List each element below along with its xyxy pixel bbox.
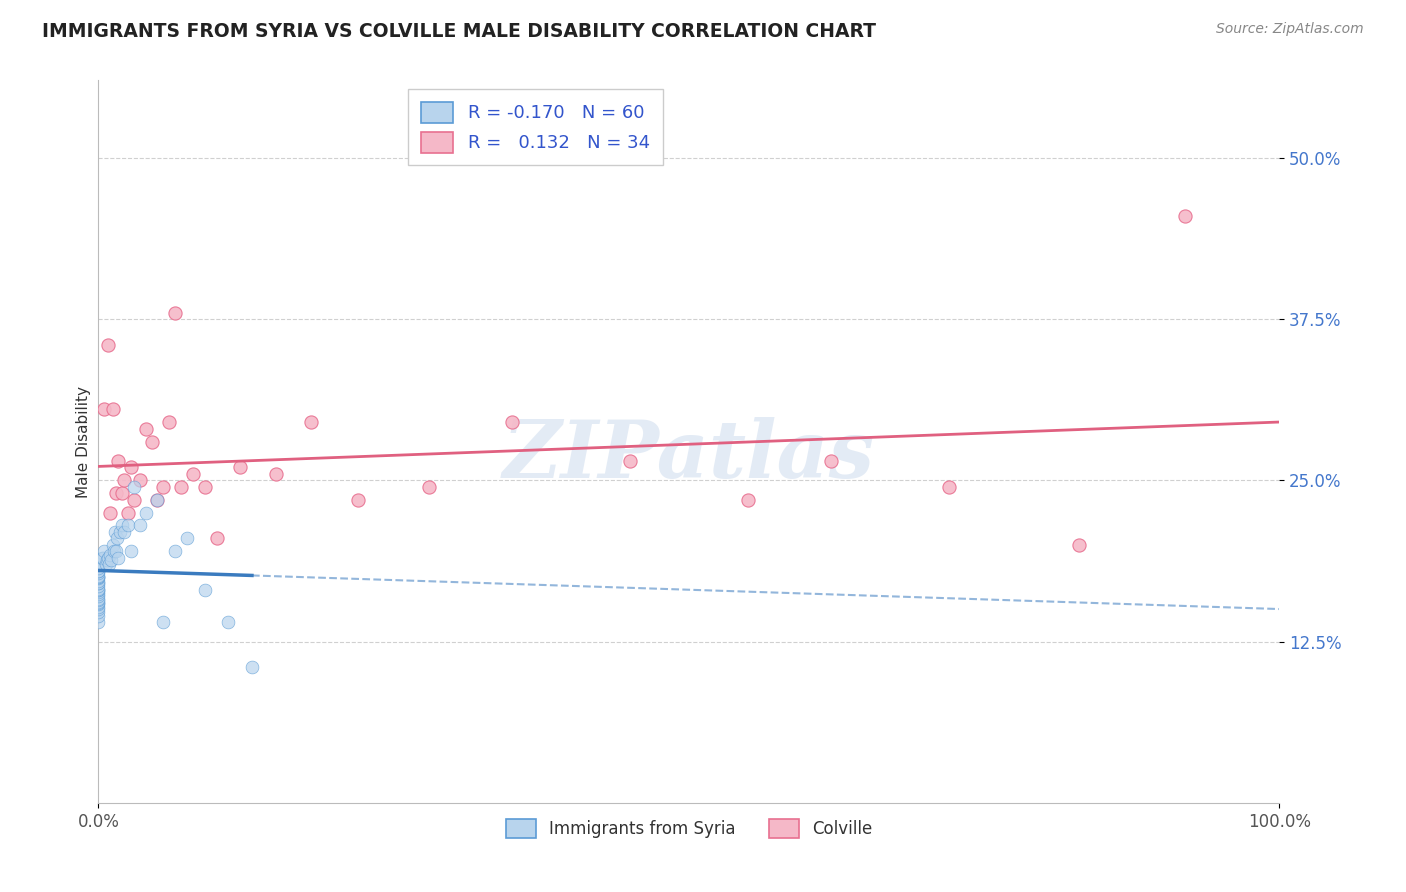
Point [135,506,157,520]
Point [87,579,110,593]
Point [111,486,134,500]
Point [112,473,135,487]
Point [146,492,169,507]
Point [104,524,127,539]
Text: IMMIGRANTS FROM SYRIA VS COLVILLE MALE DISABILITY CORRELATION CHART: IMMIGRANTS FROM SYRIA VS COLVILLE MALE D… [42,22,876,41]
Point [141,434,163,449]
Point [87,599,110,614]
Point [194,480,217,494]
Point [93,544,115,558]
Point [87,593,110,607]
Point [619,454,641,468]
Point [87,557,110,571]
Point [820,454,842,468]
Point [87,571,110,585]
Point [87,591,110,606]
Point [91,550,114,565]
Point [87,564,110,578]
Point [105,544,128,558]
Point [165,305,187,319]
Point [93,402,115,417]
Point [87,585,110,599]
Point [122,492,145,507]
Point [264,467,287,481]
Point [87,594,110,608]
Point [87,582,110,597]
Point [418,480,440,494]
Point [87,568,110,582]
Point [87,596,110,610]
Point [347,492,370,507]
Point [1174,209,1197,223]
Point [87,576,110,591]
Point [97,550,120,565]
Point [135,422,157,436]
Point [87,582,110,596]
Point [229,460,252,475]
Text: ZIPatlas: ZIPatlas [503,417,875,495]
Point [87,564,110,578]
Point [108,524,131,539]
Point [96,553,118,567]
Point [107,550,129,565]
Point [117,506,139,520]
Point [128,518,150,533]
Point [98,548,121,562]
Point [121,460,143,475]
Point [87,574,110,588]
Point [98,557,121,571]
Point [101,538,124,552]
Text: Source: ZipAtlas.com: Source: ZipAtlas.com [1216,22,1364,37]
Point [1067,538,1090,552]
Point [101,402,124,417]
Point [205,531,228,545]
Point [87,605,110,619]
Point [87,558,110,573]
Point [165,544,187,558]
Point [501,415,523,429]
Point [240,660,263,674]
Y-axis label: Male Disability: Male Disability [76,385,91,498]
Point [107,454,129,468]
Point [121,544,143,558]
Point [157,415,180,429]
Point [111,518,134,533]
Point [112,524,135,539]
Point [217,615,239,630]
Point [87,608,110,623]
Point [98,506,121,520]
Point [181,467,204,481]
Point [170,480,193,494]
Point [94,557,117,571]
Point [105,531,128,545]
Point [128,473,150,487]
Point [87,587,110,601]
Point [87,570,110,584]
Point [91,550,114,565]
Point [87,582,110,597]
Point [87,590,110,604]
Point [87,597,110,611]
Point [87,570,110,584]
Point [146,492,169,507]
Point [122,480,145,494]
Point [87,615,110,630]
Point [100,553,122,567]
Point [97,338,120,352]
Point [299,415,322,429]
Legend: Immigrants from Syria, Colville: Immigrants from Syria, Colville [499,813,879,845]
Point [105,486,128,500]
Point [152,615,174,630]
Point [737,492,759,507]
Point [87,561,110,575]
Point [152,480,174,494]
Point [176,531,198,545]
Point [938,480,960,494]
Point [87,566,110,581]
Point [194,582,217,597]
Point [87,576,110,591]
Point [117,518,139,533]
Point [87,602,110,616]
Point [103,544,125,558]
